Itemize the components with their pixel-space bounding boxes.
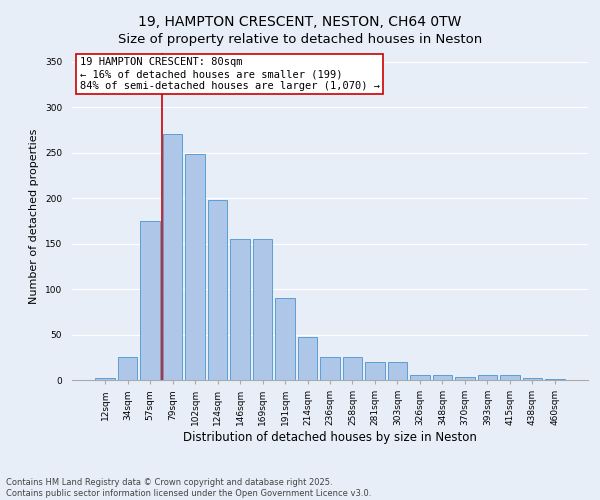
Bar [343,358,362,380]
Bar [410,374,430,380]
Bar [275,298,295,380]
Text: 19 HAMPTON CRESCENT: 80sqm
← 16% of detached houses are smaller (199)
84% of sem: 19 HAMPTON CRESCENT: 80sqm ← 16% of deta… [80,58,380,90]
Bar [545,379,565,380]
Text: Contains HM Land Registry data © Crown copyright and database right 2025.
Contai: Contains HM Land Registry data © Crown c… [6,478,371,498]
Bar [433,374,452,380]
Bar [95,378,115,380]
Bar [500,376,520,380]
Bar [523,378,542,380]
Bar [163,134,182,380]
Bar [365,362,385,380]
Bar [298,337,317,380]
Bar [118,358,137,380]
Bar [140,221,160,380]
Bar [388,362,407,380]
Text: 19, HAMPTON CRESCENT, NESTON, CH64 0TW: 19, HAMPTON CRESCENT, NESTON, CH64 0TW [139,15,461,29]
Bar [230,239,250,380]
Bar [320,358,340,380]
Text: Size of property relative to detached houses in Neston: Size of property relative to detached ho… [118,32,482,46]
X-axis label: Distribution of detached houses by size in Neston: Distribution of detached houses by size … [183,431,477,444]
Bar [478,376,497,380]
Bar [185,154,205,380]
Bar [253,239,272,380]
Bar [208,200,227,380]
Bar [455,378,475,380]
Y-axis label: Number of detached properties: Number of detached properties [29,128,40,304]
